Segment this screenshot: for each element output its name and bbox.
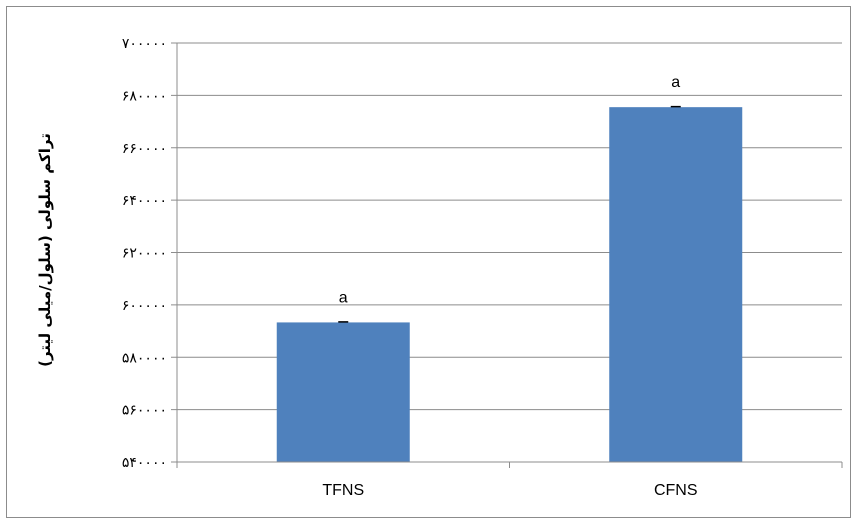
y-axis-title: تراکم سلولی (سلول/میلی لیتر) (36, 133, 54, 367)
y-tick-label: ۶۲۰۰۰۰ (122, 246, 167, 262)
axes (171, 42, 843, 468)
data-label: a (671, 74, 680, 91)
bar (276, 322, 410, 462)
x-tick-label: CFNS (654, 482, 698, 499)
x-tick-label: TFNS (322, 482, 364, 499)
y-tick-label: ۵۸۰۰۰۰ (122, 350, 167, 366)
y-tick-label: ۵۶۰۰۰۰ (122, 403, 167, 419)
y-tick-label: ۶۴۰۰۰۰ (122, 193, 167, 209)
labels: ۵۴۰۰۰۰ ۵۶۰۰۰۰ ۵۸۰۰۰۰ ۶۰۰۰۰۰ ۶۲۰۰۰۰ ۶۴۰۰۰۰ ۶۶۰۰… (122, 36, 698, 499)
y-tick-label: ۶۰۰۰۰۰ (122, 298, 167, 314)
bar (609, 107, 743, 463)
bars (276, 105, 743, 463)
y-tick-label: ۷۰۰۰۰۰ (122, 36, 167, 52)
y-tick-label: ۶۸۰۰۰۰ (122, 88, 167, 104)
y-tick-label: ۵۴۰۰۰۰ (122, 455, 167, 471)
data-label: a (339, 289, 348, 306)
y-tick-label: ۶۶۰۰۰۰ (122, 141, 167, 157)
